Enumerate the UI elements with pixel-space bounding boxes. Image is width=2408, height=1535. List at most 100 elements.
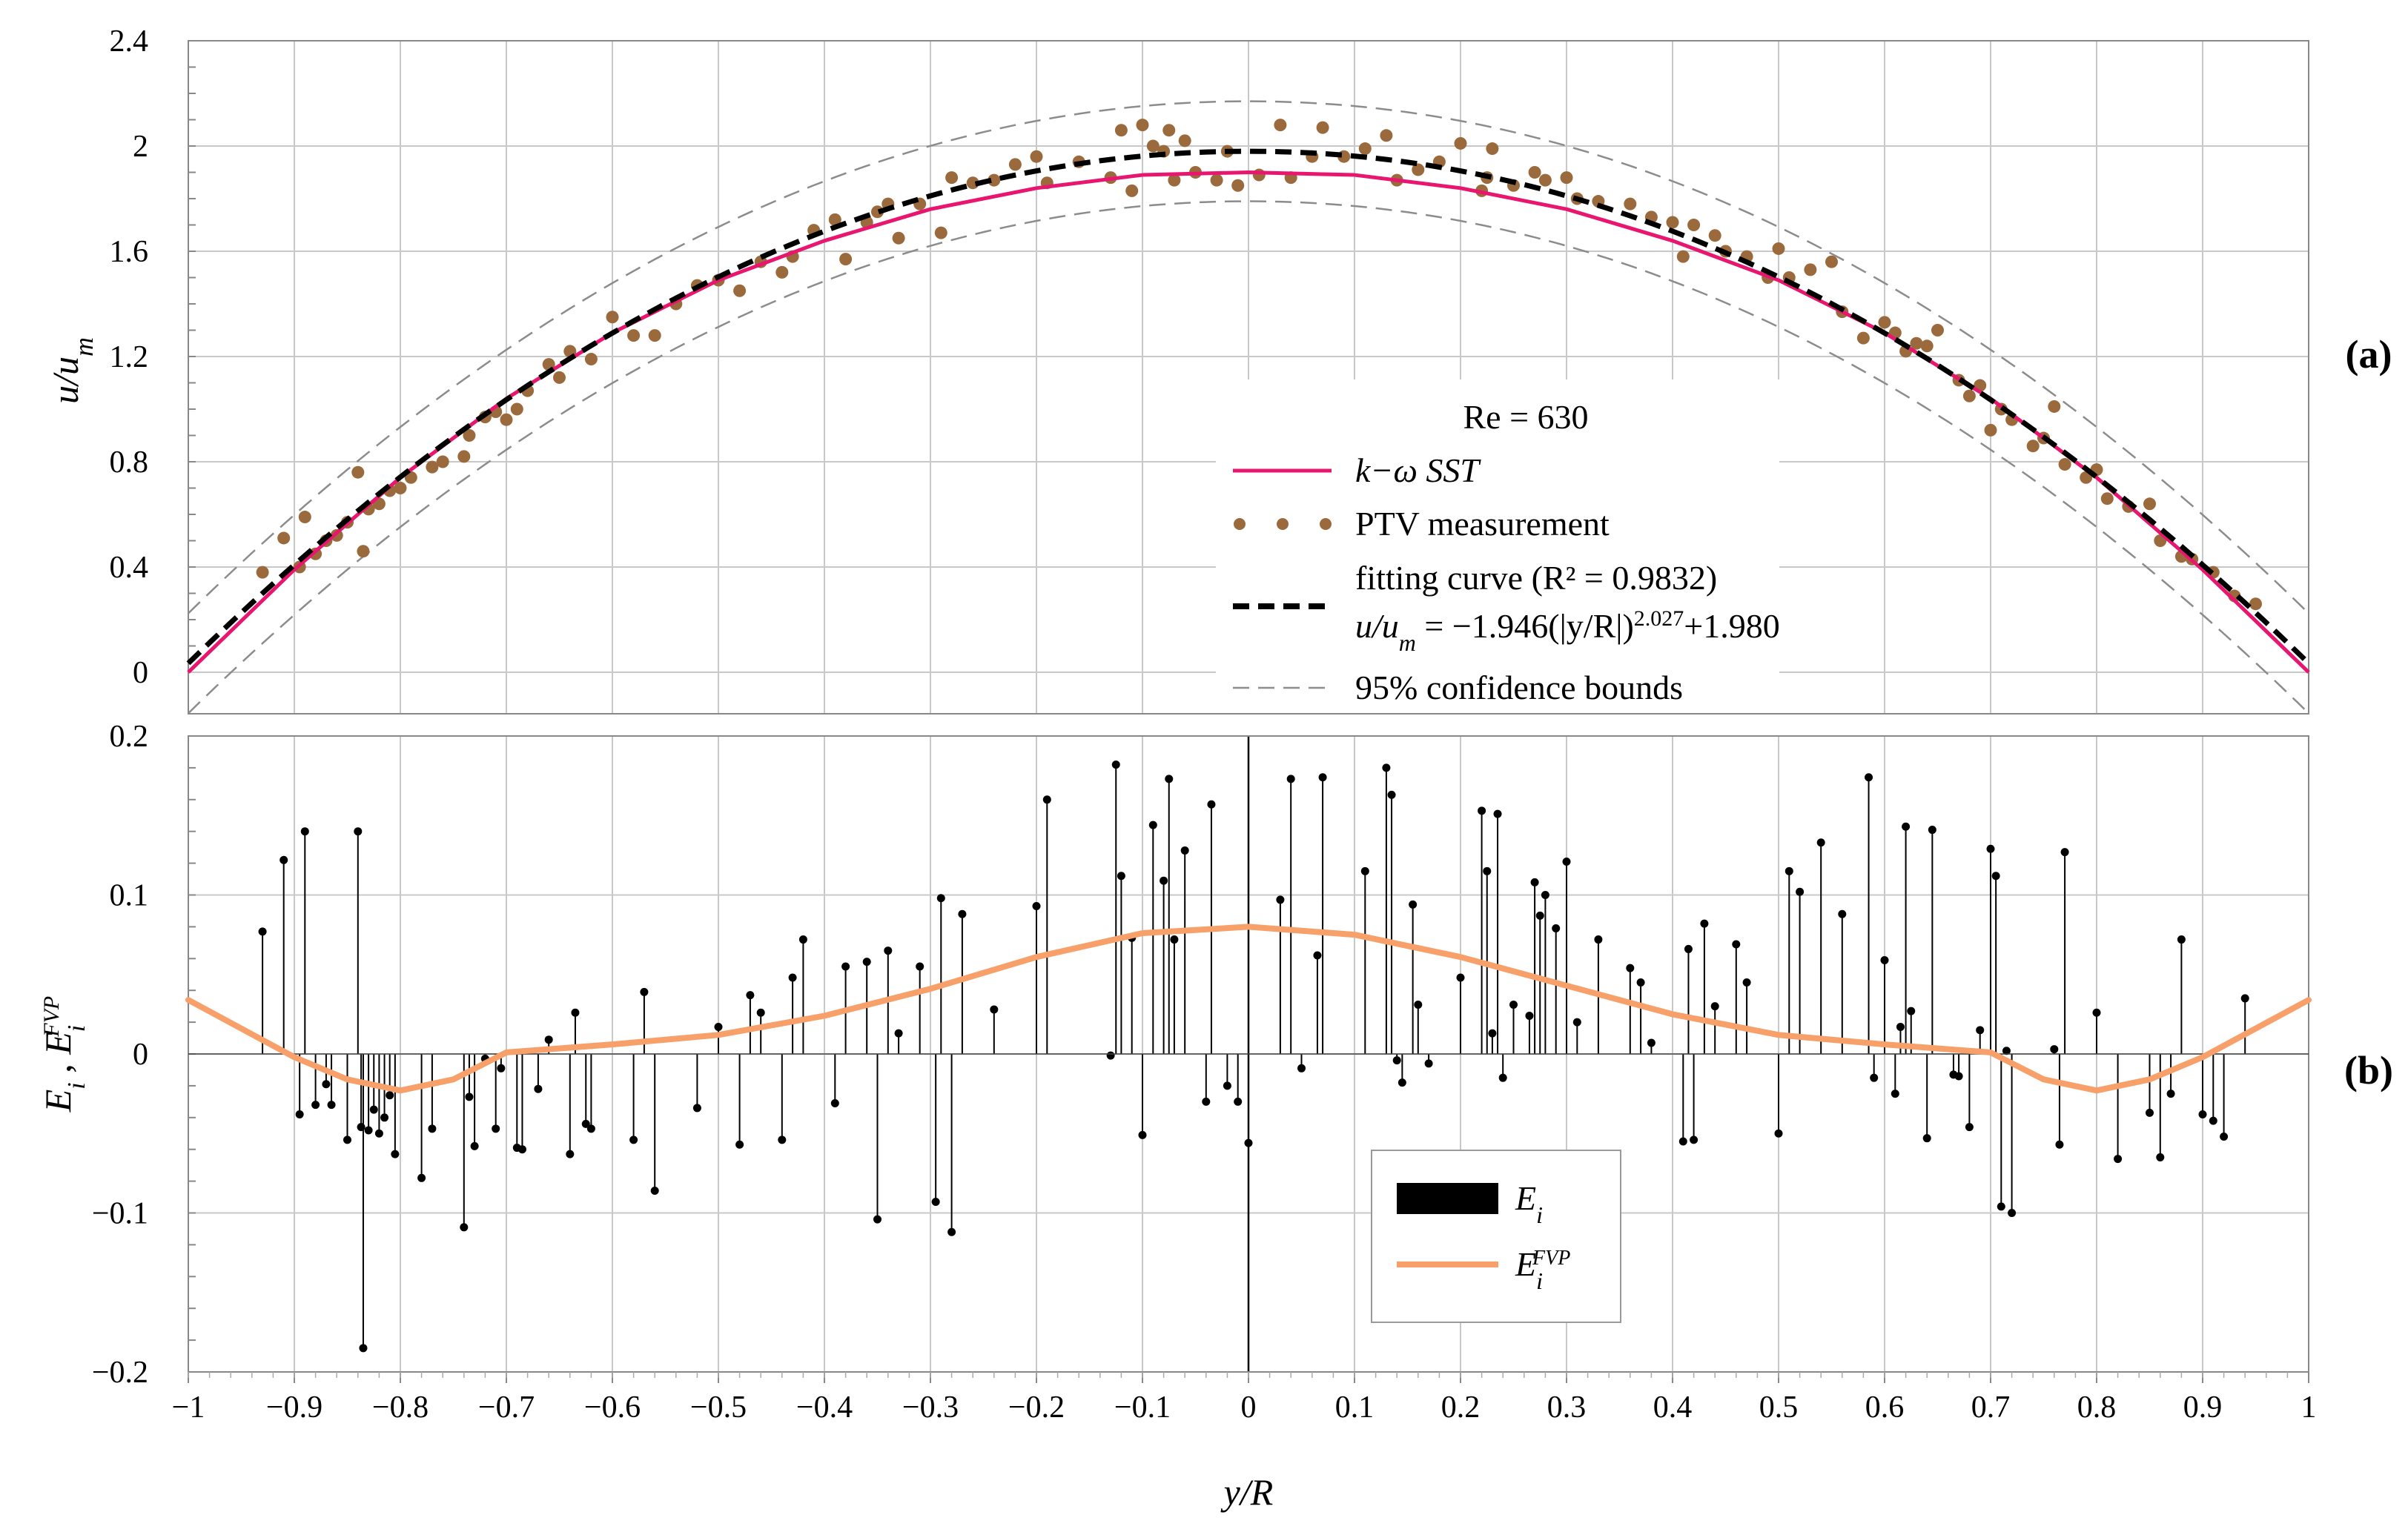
ptv-point — [1454, 136, 1467, 150]
residual-point — [1784, 866, 1793, 875]
ptv-point — [500, 413, 513, 426]
x-axis-label: y/R — [1220, 1471, 1274, 1513]
residual-point — [1286, 775, 1295, 783]
residual-point — [327, 1101, 336, 1110]
legend-ptv-dot — [1277, 518, 1289, 530]
residual-point — [1902, 822, 1911, 831]
residual-point — [936, 894, 945, 903]
residual-point — [465, 1093, 474, 1101]
residual-point — [1954, 1072, 1963, 1081]
ptv-point — [1878, 316, 1891, 329]
residual-point — [492, 1124, 500, 1133]
x-tick-label: 0.7 — [1971, 1390, 2011, 1425]
ptv-point — [1910, 336, 1923, 350]
residual-point — [1684, 944, 1693, 953]
residual-point — [1483, 866, 1492, 875]
ptv-point — [1687, 219, 1701, 231]
residual-point — [364, 1126, 373, 1135]
ptv-point — [1146, 139, 1160, 153]
residual-point — [1922, 1134, 1931, 1143]
ptv-point — [988, 173, 1001, 187]
ptv-point — [256, 566, 269, 579]
ptv-point — [1666, 216, 1679, 229]
panel-b-legend-box — [1371, 1150, 1621, 1323]
x-tick-label: 0.2 — [1441, 1390, 1481, 1425]
x-tick-label: −0.8 — [372, 1390, 429, 1425]
ptv-point — [298, 511, 311, 524]
residual-point — [374, 1129, 383, 1138]
panel-b-y-tick-label: −0.1 — [92, 1197, 148, 1231]
ptv-point — [426, 460, 439, 474]
residual-point — [692, 1104, 701, 1113]
residual-point — [1690, 1135, 1698, 1144]
panel-b-y-tick-label: 0 — [133, 1038, 148, 1072]
ptv-point — [1114, 124, 1128, 137]
residual-point — [359, 1344, 368, 1353]
residual-point — [586, 1124, 595, 1133]
ptv-point — [394, 482, 407, 494]
upper-confidence-bound — [188, 100, 2309, 614]
ptv-point — [1931, 324, 1944, 336]
ptv-point — [2100, 492, 2114, 505]
residual-point — [629, 1135, 638, 1144]
ptv-point — [733, 284, 747, 297]
ptv-point — [1804, 263, 1817, 276]
legend-ptv-label: PTV measurement — [1355, 505, 1610, 543]
panel-a-frame — [188, 40, 2309, 715]
residual-point — [2055, 1140, 2064, 1149]
residual-point — [571, 1008, 580, 1017]
residual-point — [581, 1119, 590, 1128]
ptv-point — [277, 531, 291, 545]
ptv-point — [463, 429, 476, 442]
residual-point — [862, 958, 871, 967]
ptv-point — [1316, 121, 1329, 134]
residual-point — [640, 987, 649, 996]
residual-point — [258, 927, 267, 936]
residual-point — [1297, 1064, 1306, 1072]
panel-a-y-tick-label: 0 — [133, 656, 148, 690]
residual-point — [470, 1141, 479, 1150]
residual-point — [1710, 1002, 1719, 1011]
ptv-point — [839, 253, 853, 266]
x-tick-label: 1 — [2301, 1390, 2317, 1425]
residual-point — [1042, 795, 1051, 804]
residual-point — [1244, 1138, 1253, 1147]
residual-point — [1626, 964, 1635, 972]
panel-a-legend: Re = 630 k−ω SST PTV measurement fitting… — [1216, 379, 1780, 713]
ptv-point — [1528, 166, 1541, 179]
residual-point — [1986, 844, 1995, 853]
legend-residual-swatch — [1397, 1183, 1498, 1214]
residual-point — [1678, 1137, 1687, 1146]
ptv-point — [2143, 497, 2156, 511]
residual-point — [280, 855, 288, 864]
residual-point — [2114, 1155, 2123, 1164]
residual-point — [2166, 1090, 2175, 1098]
ptv-point — [1624, 197, 1637, 210]
ptv-point — [1560, 171, 1573, 185]
x-tick-label: 0.5 — [1759, 1390, 1799, 1425]
ptv-point — [2026, 440, 2040, 453]
ptv-point — [2249, 597, 2262, 611]
ptv-point — [1168, 173, 1181, 187]
ptv-point — [553, 371, 566, 384]
ptv-point — [1274, 119, 1287, 132]
residual-point — [1838, 909, 1847, 918]
residual-point — [884, 946, 893, 955]
panel-a-y-ticks: 0 0.4 0.8 1.2 1.6 2 2.4 — [110, 24, 196, 690]
residual-point — [1997, 1202, 2005, 1211]
ptv-point — [2048, 400, 2061, 413]
panel-b-ticks: −0.2 −0.1 0 0.1 0.2 −1 −0.9 −0.8 −0.7 −0.6 −0.5 −0.… — [92, 720, 2317, 1425]
panel-b: −0.2 −0.1 0 0.1 0.2 −1 −0.9 −0.8 −0.7 −0.6 −0.5 −0.… — [37, 720, 2393, 1513]
ptv-point — [1984, 423, 1997, 437]
residual-point — [1180, 846, 1189, 855]
panel-b-label: (b) — [2344, 1048, 2393, 1093]
legend-fit-equation: u/um = −1.946(|y/R|)2.027+1.980 — [1355, 606, 1780, 657]
residual-point — [2146, 1108, 2154, 1117]
ptv-point — [1252, 168, 1266, 182]
residual-point — [1572, 1018, 1581, 1027]
residual-point — [1318, 773, 1327, 782]
residual-point — [798, 935, 807, 944]
x-tick-label: 0.6 — [1865, 1390, 1905, 1425]
residual-point — [2198, 1110, 2207, 1119]
residual-point — [894, 1029, 903, 1038]
